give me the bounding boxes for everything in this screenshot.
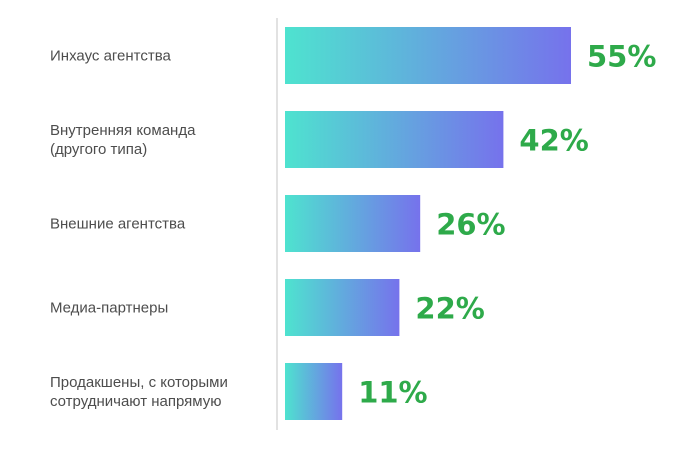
value-label-1: 55%	[587, 40, 656, 74]
value-label-4: 22%	[415, 292, 484, 326]
category-label-line: Продакшены, с которыми	[50, 374, 228, 391]
bar-5	[285, 363, 343, 420]
category-label-2: Внутренняя команда (другого типа)	[50, 122, 196, 158]
value-label-3: 26%	[436, 208, 505, 242]
bar-2	[285, 111, 504, 168]
category-label-4: Медиа-партнеры	[50, 300, 168, 317]
category-label-5: Продакшены, с которыми сотрудничают напря…	[50, 374, 228, 410]
category-label-line: Внутренняя команда	[50, 122, 196, 139]
value-label-2: 42%	[519, 124, 588, 158]
category-label-line: сотрудничают напрямую	[50, 393, 222, 410]
bars	[285, 27, 571, 420]
bar-3	[285, 195, 421, 252]
category-label-line: (другого типа)	[50, 141, 147, 158]
category-label-3: Внешние агентства	[50, 216, 186, 233]
category-label-line: Инхаус агентства	[50, 48, 172, 65]
category-label-line: Внешние агентства	[50, 216, 186, 233]
category-label-1: Инхаус агентства	[50, 48, 172, 65]
bar-1	[285, 27, 571, 84]
value-labels: 55% 42% 26% 22% 11%	[358, 40, 656, 410]
bar-4	[285, 279, 400, 336]
category-labels: Инхаус агентства Внутренняя команда (друго…	[50, 48, 228, 411]
category-label-line: Медиа-партнеры	[50, 300, 168, 317]
value-label-5: 11%	[358, 376, 427, 410]
